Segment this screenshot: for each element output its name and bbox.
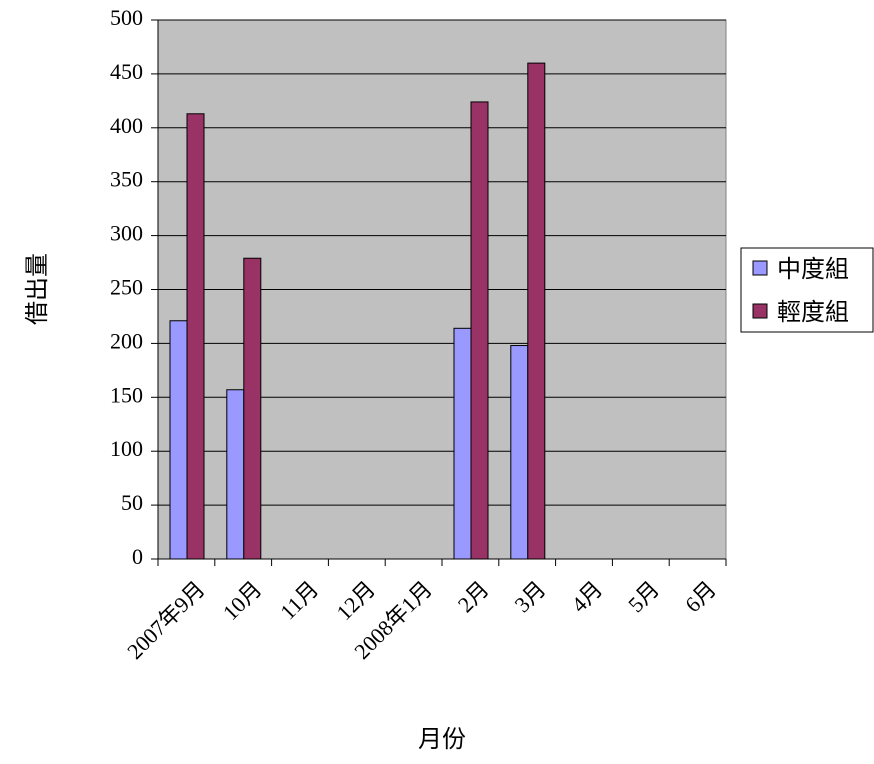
y-tick-label: 450 <box>110 59 143 84</box>
x-tick-label: 12月 <box>331 576 380 625</box>
bar-series-0 <box>169 320 188 560</box>
x-tick-label: 10月 <box>218 576 267 625</box>
legend-swatch-series-0 <box>752 260 768 276</box>
y-tick-label: 0 <box>132 544 143 569</box>
x-axis-title: 月份 <box>418 725 466 753</box>
axes <box>151 19 727 566</box>
y-tick-label: 50 <box>121 490 143 515</box>
y-axis-title: 借出量 <box>23 253 51 325</box>
bar-series-1 <box>527 62 546 560</box>
bar-series-0 <box>453 327 472 560</box>
x-tick-label: 5月 <box>623 576 664 617</box>
y-tick-label: 150 <box>110 382 143 407</box>
legend-label-series-1: 輕度組 <box>777 298 849 326</box>
bar-series-1 <box>243 257 262 560</box>
y-tick-label: 100 <box>110 436 143 461</box>
x-tick-label: 4月 <box>566 576 607 617</box>
y-tick-label: 250 <box>110 275 143 300</box>
legend-swatch-series-1 <box>752 303 768 319</box>
bar-series-0 <box>510 345 529 560</box>
y-tick-label: 350 <box>110 167 143 192</box>
bar-series-0 <box>226 389 245 560</box>
legend-label-series-0: 中度組 <box>777 255 849 283</box>
bar-series-1 <box>470 101 489 560</box>
y-tick-label: 200 <box>110 328 143 353</box>
y-tick-labels: 0 50 100 150 200 250 300 350 400 450 500 <box>110 5 143 569</box>
x-tick-label: 2月 <box>453 576 494 617</box>
y-tick-label: 400 <box>110 113 143 138</box>
y-tick-label: 500 <box>110 5 143 30</box>
x-tick-label: 2007年9月 <box>122 576 210 664</box>
x-tick-label: 3月 <box>510 576 551 617</box>
x-tick-label: 6月 <box>680 576 721 617</box>
x-tick-label: 11月 <box>275 576 323 624</box>
bar-series-1 <box>186 113 205 560</box>
y-tick-label: 300 <box>110 221 143 246</box>
legend: 中度組 輕度組 <box>740 247 874 333</box>
bars <box>169 62 546 560</box>
